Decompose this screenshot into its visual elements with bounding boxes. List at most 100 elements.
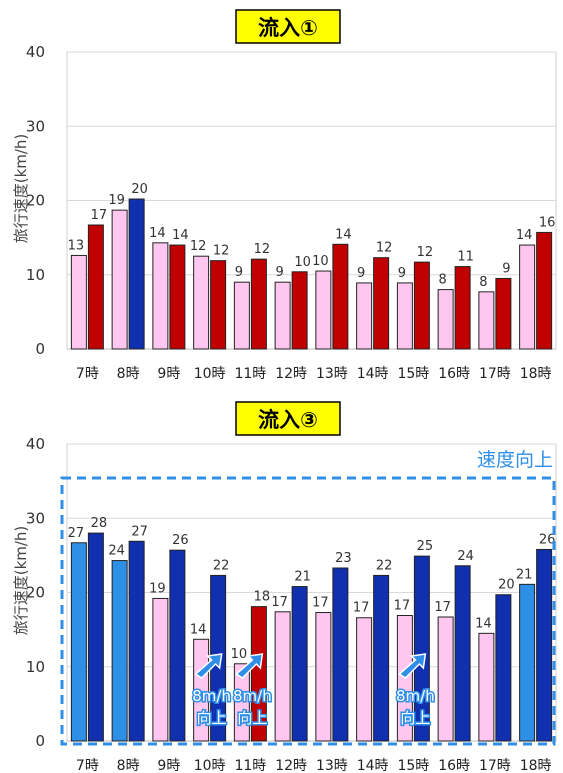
x-tick-label: 13時	[316, 366, 348, 382]
bar	[454, 266, 471, 350]
data-label: 21	[294, 570, 311, 585]
x-tick-label: 7時	[76, 758, 99, 773]
data-label: 12	[417, 245, 434, 260]
bar	[373, 257, 390, 350]
data-label: 17	[394, 599, 411, 614]
bar	[233, 281, 250, 350]
bar	[478, 632, 495, 742]
bar	[152, 597, 169, 742]
data-label: 19	[149, 581, 166, 596]
data-label: 10	[231, 647, 248, 662]
bar	[193, 638, 210, 742]
bar	[193, 255, 210, 350]
bar	[274, 611, 291, 742]
bar	[536, 548, 553, 742]
data-label: 12	[254, 242, 271, 257]
y-tick-label: 0	[35, 732, 45, 750]
x-tick-label: 13時	[316, 758, 348, 773]
bar	[519, 244, 536, 350]
data-label: 20	[498, 578, 515, 593]
data-label: 17	[271, 595, 288, 610]
bar	[111, 560, 128, 742]
bar	[437, 616, 454, 742]
arrow-icon	[194, 653, 223, 679]
bar	[495, 277, 512, 350]
chart-title: 流入①	[258, 16, 318, 40]
bar	[396, 282, 413, 350]
bar	[413, 555, 430, 742]
bar	[437, 289, 454, 350]
data-label: 17	[91, 208, 108, 223]
x-tick-label: 11時	[234, 758, 266, 773]
bar	[356, 282, 373, 350]
x-tick-label: 10時	[194, 758, 226, 773]
data-label: 12	[376, 241, 393, 256]
y-tick-label: 30	[26, 117, 45, 135]
callout-value: 8m/h	[396, 687, 435, 705]
data-label: 14	[149, 226, 166, 241]
x-tick-label: 7時	[76, 366, 99, 382]
bar	[152, 242, 169, 350]
bar	[274, 281, 291, 350]
data-label: 9	[502, 261, 510, 276]
data-label: 20	[131, 182, 148, 197]
data-label: 27	[131, 524, 148, 539]
bar	[128, 540, 145, 742]
data-label: 16	[539, 215, 556, 230]
data-label: 14	[172, 228, 189, 243]
y-tick-label: 20	[26, 584, 45, 602]
callout-text: 向上	[237, 709, 267, 727]
bar	[169, 244, 186, 350]
arrow-icon	[398, 653, 427, 679]
x-tick-label: 16時	[438, 758, 470, 773]
x-tick-label: 14時	[357, 758, 389, 773]
callout: 8m/h 向上	[395, 653, 436, 729]
data-label: 14	[475, 616, 492, 631]
data-label: 27	[68, 526, 85, 541]
bar	[250, 258, 267, 350]
y-tick-label: 40	[26, 43, 45, 61]
data-label: 23	[335, 551, 352, 566]
bar	[332, 243, 349, 350]
data-label: 21	[516, 567, 533, 582]
bar	[454, 565, 471, 742]
bar	[291, 271, 308, 350]
bar	[169, 549, 186, 742]
x-tick-label: 11時	[234, 366, 266, 382]
chart-inflow-3: 0 10 20 30 40 旅行速度(km/h) 27 28 7時 24 27 8時 19 26 9時 14 2…	[12, 401, 557, 773]
x-tick-label: 9時	[157, 366, 180, 382]
data-label: 12	[190, 239, 207, 254]
callout-text: 向上	[197, 709, 227, 727]
x-tick-label: 18時	[520, 758, 552, 773]
callout-value: 8m/h	[233, 687, 272, 705]
bar	[250, 606, 267, 742]
bar	[315, 270, 332, 350]
y-tick-label: 40	[26, 435, 45, 453]
chart-title: 流入③	[258, 408, 318, 432]
data-label: 25	[417, 539, 434, 554]
data-label: 12	[213, 244, 230, 259]
data-label: 17	[434, 600, 451, 615]
bar	[87, 532, 104, 742]
data-label: 14	[335, 227, 352, 242]
y-tick-label: 20	[26, 192, 45, 210]
x-tick-label: 12時	[275, 366, 307, 382]
bar	[70, 254, 87, 350]
data-label: 22	[213, 558, 230, 573]
data-label: 9	[357, 266, 365, 281]
bar	[210, 260, 227, 350]
x-tick-label: 15時	[397, 366, 429, 382]
bar	[373, 574, 390, 742]
x-tick-label: 18時	[520, 366, 552, 382]
data-label: 8	[438, 273, 446, 288]
speed-up-label: 速度向上	[477, 449, 553, 471]
chart-title-box	[235, 9, 341, 44]
data-label: 19	[108, 193, 125, 208]
data-label: 26	[172, 533, 189, 548]
callout: 8m/h 向上	[232, 653, 273, 729]
x-tick-label: 15時	[397, 758, 429, 773]
data-label: 28	[91, 516, 108, 531]
